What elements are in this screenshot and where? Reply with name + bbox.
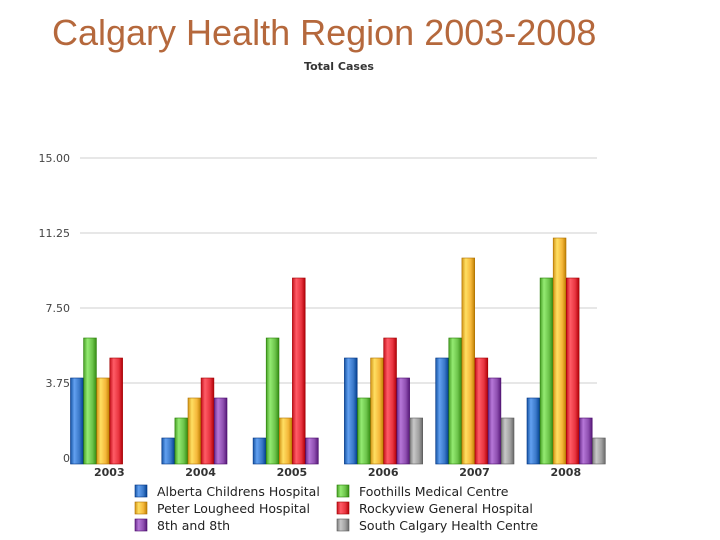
bar [265,337,280,465]
legend-swatch [336,501,350,515]
y-axis-ticks: 0 3.75 7.50 11.25 15.00 [39,152,71,465]
y-tick-label: 7.50 [46,302,71,315]
x-tick-label: 2004 [185,466,216,479]
bar [383,337,397,465]
bar [592,437,606,465]
x-tick-label: 2005 [277,466,308,479]
legend-label: Alberta Childrens Hospital [157,484,320,499]
bar [252,437,267,465]
bar [539,277,554,465]
chart-title: Total Cases [304,60,374,73]
bar [500,417,515,465]
bar [370,357,384,465]
y-tick-label: 3.75 [46,377,71,390]
y-tick-label: 15.00 [39,152,71,165]
bar [526,397,541,465]
bar [70,377,84,465]
legend-label: Rockyview General Hospital [359,501,533,516]
bar [487,377,502,465]
x-tick-label: 2003 [94,466,125,479]
bar [579,417,593,465]
bar [396,377,410,465]
x-axis-ticks: 2003 2004 2005 2006 2007 2008 [94,466,581,479]
legend-swatch [336,484,350,498]
bar [96,377,110,465]
bar [83,337,97,465]
bar [187,397,202,465]
legend-label: Peter Lougheed Hospital [157,501,310,516]
legend-swatch [134,484,148,498]
bar [461,257,475,465]
bars [70,237,606,465]
bar [344,357,358,465]
y-tick-label: 0 [63,452,70,465]
x-tick-label: 2008 [550,466,581,479]
bar [161,437,175,465]
bar [200,377,215,465]
x-tick-label: 2007 [459,466,490,479]
bar [474,357,489,465]
bar [109,357,123,465]
x-tick-label: 2006 [368,466,399,479]
y-tick-label: 11.25 [39,227,71,240]
bar [305,437,319,465]
legend-label: Foothills Medical Centre [359,484,509,499]
slide-title: Calgary Health Region 2003-2008 [52,12,597,53]
legend-label: South Calgary Health Centre [359,518,538,533]
bar [213,397,228,465]
bar [435,357,449,465]
bar [409,417,423,465]
legend: Alberta Childrens Hospital Foothills Medi… [134,484,538,533]
legend-swatch [134,501,148,515]
bar [552,237,567,465]
bar [357,397,371,465]
legend-swatch [336,518,350,532]
bar [292,277,306,465]
bar [565,277,580,465]
legend-label: 8th and 8th [157,518,230,533]
grid-lines [80,157,597,384]
bar [448,337,462,465]
bar [174,417,188,465]
legend-swatch [134,518,148,532]
bar [278,417,293,465]
